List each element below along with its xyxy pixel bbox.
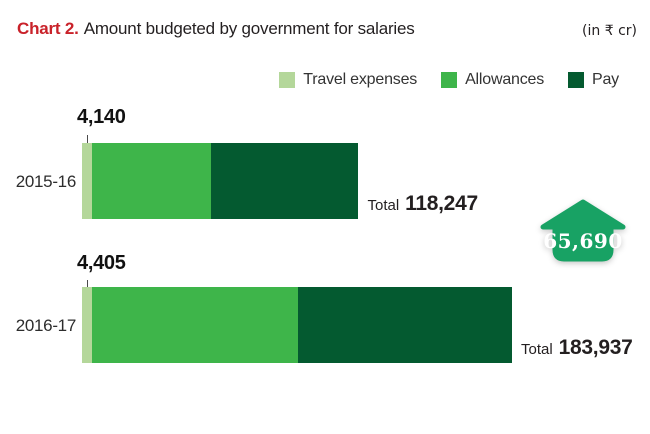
chart-title-text: Amount budgeted by government for salari… xyxy=(83,19,415,38)
bar-row-2016-17: Total 183,937 xyxy=(82,287,633,363)
allowances-swatch-icon xyxy=(441,72,458,88)
total-prefix: Total xyxy=(367,197,400,214)
travel-expenses-swatch-icon xyxy=(279,72,296,88)
bar-segment-travel-expenses xyxy=(82,287,93,363)
legend-label: Pay xyxy=(592,71,619,88)
travel-value-label-2016-17: 4,405 xyxy=(77,252,126,274)
total-label-2015-16: Total 118,247 xyxy=(367,192,478,216)
legend-item-pay: Pay xyxy=(568,71,619,89)
total-value: 118,247 xyxy=(405,192,478,215)
category-label-2015-16: 2015-16 xyxy=(15,172,77,191)
total-label-2016-17: Total 183,937 xyxy=(521,336,633,360)
legend-label: Travel expenses xyxy=(303,71,418,88)
legend-item-travel-expenses: Travel expenses xyxy=(279,71,417,89)
bar-row-2015-16: Total 118,247 xyxy=(82,143,478,219)
legend: Travel expenses Allowances Pay xyxy=(279,71,619,89)
bar-segment-allowances xyxy=(91,143,211,219)
total-value: 183,937 xyxy=(558,336,633,359)
bar-segment-pay xyxy=(297,287,512,363)
legend-item-allowances: Allowances xyxy=(441,71,544,89)
page-title: Chart 2. Amount budgeted by government fo… xyxy=(17,19,415,39)
bar-segment-pay xyxy=(210,143,359,219)
increase-arrow-badge: 65,690 xyxy=(539,198,627,264)
chart-number-label: Chart 2. xyxy=(17,19,79,38)
category-label-2016-17: 2016-17 xyxy=(15,316,77,335)
unit-label: (in ₹ cr) xyxy=(582,23,637,39)
bar-segment-travel-expenses xyxy=(82,143,92,219)
increase-value-label: 65,690 xyxy=(543,229,623,253)
up-arrow-icon xyxy=(540,199,626,262)
total-prefix: Total xyxy=(520,341,553,358)
bar-segment-allowances xyxy=(92,287,298,363)
stacked-bar-2015-16 xyxy=(82,143,359,219)
stacked-bar-2016-17 xyxy=(82,287,512,363)
legend-label: Allowances xyxy=(465,71,545,88)
pay-swatch-icon xyxy=(568,72,585,88)
travel-value-label-2015-16: 4,140 xyxy=(77,106,126,128)
